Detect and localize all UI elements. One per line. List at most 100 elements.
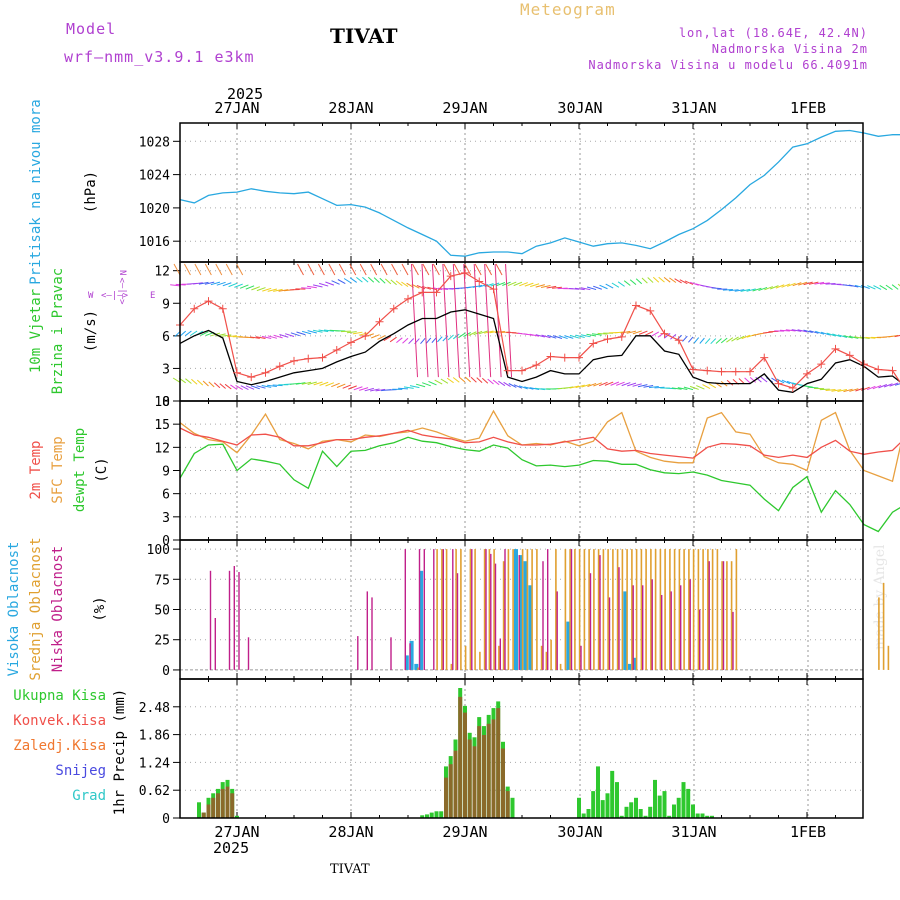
cloud-bar-high [623,591,628,670]
wind-barb [581,383,591,388]
precip-conv-bar [206,804,211,818]
wind-barb [371,334,380,339]
cloud-bar-low [556,591,558,670]
wind-barb [617,281,625,287]
cloud-bar-low [642,585,644,670]
panel-wind: 0 3 6 9 12 [154,262,863,410]
wind-ytick-label: 6 [162,330,170,345]
cloud-bar-low [404,549,406,670]
precip-total-bar [596,766,600,818]
wind-barb [353,386,363,391]
cloud-bar-low [542,561,544,670]
precip-total-bar [510,797,515,818]
wind-barb-fan [473,263,481,378]
wind-gust-marker [275,362,284,371]
wind-barb [191,378,198,385]
cloud-bar-mid [531,549,533,670]
precip-unit: 1hr Precip (mm) [112,689,128,815]
wind-barb [402,337,409,344]
wind-barb-fan [204,263,212,276]
wind-barb [318,329,329,333]
cloud-bar-low [608,597,611,670]
cloud-bar-mid [702,549,704,670]
wind-barb [428,380,437,386]
cloud-bar-high [514,549,518,670]
wind-barb [651,331,660,337]
wind-barb [375,388,386,392]
wind-barb [529,333,540,337]
wind-barb [301,381,312,385]
wind-label: 10m Vjetar [28,289,44,373]
cloud-bar-low [209,570,212,670]
wind-gust-marker [432,288,441,297]
cloud-bar-mid [512,549,514,670]
high-cloud-label: Visoka Oblacnost [6,542,22,677]
wind-gust-marker [446,272,455,281]
wind-barb [734,289,745,292]
temp-2m-label: 2m Temp [28,440,44,499]
wind-barb [377,335,386,340]
precip-total-bar [629,802,634,818]
precip-total-bar [610,770,615,818]
wind-gust-marker [617,332,626,341]
wind-barb [626,330,637,334]
wind-barb [726,379,734,386]
cloud-bar-mid [588,549,590,670]
wind-barb [674,278,682,284]
wind-barb [349,277,357,283]
station-title: TIVAT [330,24,398,48]
cloud-bar-mid [730,561,733,670]
wind-barb [267,288,278,292]
wind-barb [359,387,369,391]
wind-barb [409,385,420,389]
cloud-unit: (%) [92,596,108,621]
cloud-bar-low [670,591,672,670]
wind-barb [273,288,283,292]
precip-total-bar [638,809,643,818]
day-label-bottom: 1FEB [790,823,826,841]
wind-barb [786,380,796,385]
wind-barb [894,334,900,338]
wind-barb [228,282,238,288]
wind-barb [219,383,226,389]
wind-gust-marker [475,277,484,286]
wind-barb [489,330,500,334]
cloud-bar-mid [483,549,486,670]
cloud-bar-mid [417,667,419,670]
cloud-bar-mid [564,549,567,670]
day-label-bottom: 29JAN [442,823,487,841]
wind-barb [798,281,808,286]
wind-barb [809,330,819,334]
precip-ytick-label: 0.62 [139,784,170,799]
wind-barb [364,387,374,392]
wind-gust-marker [746,367,754,376]
precip-total-bar [681,782,686,818]
pressure-ytick-label: 1016 [139,235,170,250]
cloud-bar-mid [650,549,652,670]
panel-pressure: 1016 1020 1024 1028 [139,123,863,262]
cloud-bar-mid [635,549,638,670]
wind-barb [172,377,181,383]
mid-cloud-label: Srednja Oblacnost [28,537,44,680]
cloud-bar-high [628,663,632,670]
wind-gust-marker [218,304,227,313]
wind-gust-marker [831,344,840,353]
precip-conv-bar [486,723,491,818]
wind-barb [185,378,192,384]
wind-barb-fan [307,263,315,276]
wind-barb [431,337,437,344]
precip-total-bar [235,815,239,818]
wind-barb-fan [432,263,440,276]
wind-barb [758,286,768,291]
wind-gust-marker [461,268,469,277]
cloud-bar-mid [616,549,619,670]
wind-barb [408,338,415,345]
wind-barb-fan [236,263,244,276]
precip-total-bar [586,809,591,818]
pressure-ytick-label: 1028 [139,135,170,150]
day-label-top: 1FEB [790,99,826,117]
wind-barb [702,384,711,390]
cloud-bar-mid [659,549,662,670]
cloud-bar-low [632,585,634,670]
compass-w: W [88,291,94,301]
